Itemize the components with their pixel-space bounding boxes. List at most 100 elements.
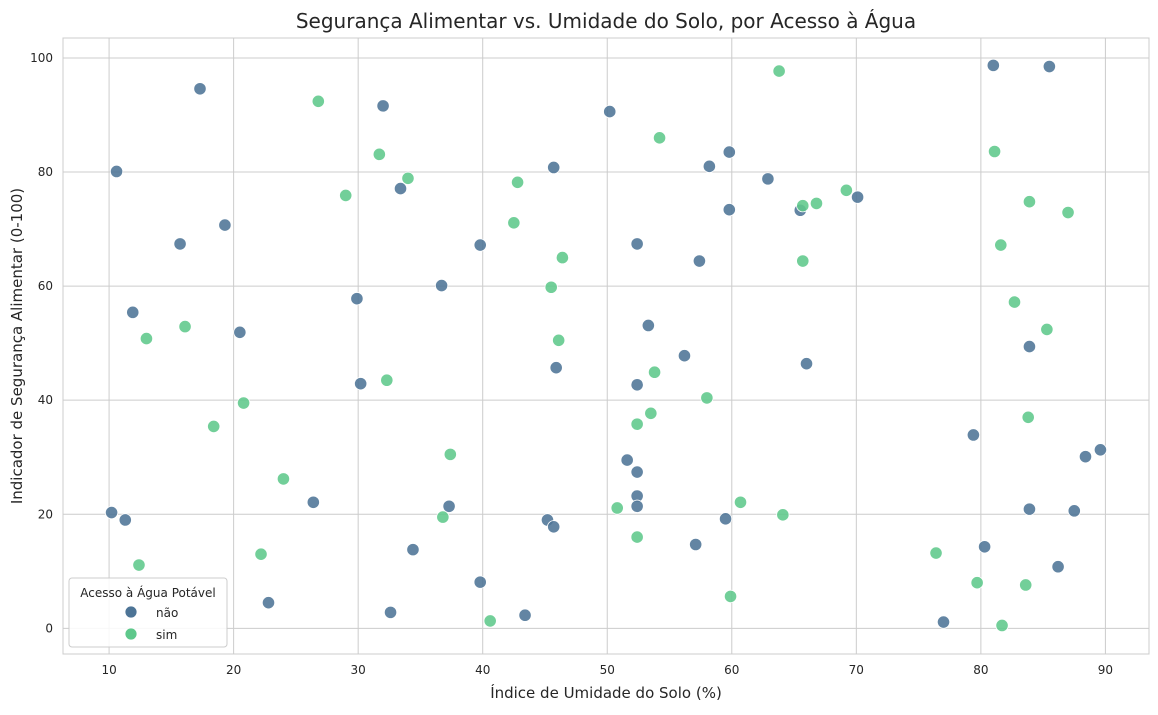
- data-point: [839, 183, 853, 197]
- grid: [63, 38, 1149, 654]
- data-point: [644, 406, 658, 420]
- data-point: [436, 510, 450, 524]
- data-point: [978, 540, 992, 554]
- data-point: [647, 365, 662, 379]
- data-point: [518, 608, 532, 622]
- data-point: [555, 250, 570, 265]
- data-point: [401, 171, 415, 185]
- data-point: [1022, 339, 1037, 354]
- data-point: [109, 164, 124, 179]
- x-tick-label: 10: [101, 663, 116, 677]
- data-point: [1051, 560, 1065, 574]
- data-point: [630, 378, 644, 392]
- data-point: [118, 513, 132, 527]
- data-point: [630, 417, 644, 431]
- data-point: [1021, 410, 1035, 424]
- data-point: [630, 465, 644, 479]
- data-point: [1022, 195, 1037, 209]
- data-point: [722, 145, 736, 159]
- data-point: [393, 181, 408, 196]
- data-point: [850, 190, 865, 204]
- data-point: [442, 499, 456, 513]
- data-point: [1022, 502, 1037, 516]
- data-point: [689, 537, 703, 552]
- data-point: [994, 238, 1008, 252]
- data-point: [276, 472, 291, 486]
- data-point: [966, 428, 980, 442]
- legend-box: [68, 577, 228, 648]
- data-point: [350, 292, 364, 306]
- legend-marker-nao: [124, 605, 138, 619]
- data-point: [970, 576, 984, 590]
- data-point: [372, 147, 386, 161]
- series-nao: [104, 58, 1108, 629]
- y-tick-label: 80: [38, 165, 53, 179]
- data-point: [139, 331, 154, 346]
- legend-marker-sim: [124, 627, 138, 641]
- points: [104, 58, 1108, 633]
- data-point: [987, 144, 1002, 159]
- data-point: [132, 558, 146, 572]
- x-tick-label: 90: [1098, 663, 1113, 677]
- data-point: [406, 543, 420, 557]
- data-point: [1067, 504, 1081, 518]
- data-point: [306, 495, 320, 509]
- data-point: [1093, 443, 1108, 457]
- data-point: [547, 520, 561, 534]
- data-point: [104, 505, 119, 520]
- data-point: [929, 546, 943, 560]
- data-point: [799, 357, 814, 371]
- data-point: [435, 278, 449, 293]
- data-point: [473, 238, 487, 252]
- data-point: [207, 419, 221, 434]
- data-point: [547, 160, 561, 175]
- data-point: [677, 349, 692, 363]
- y-tick-label: 100: [30, 51, 53, 65]
- data-point: [1042, 59, 1056, 74]
- data-point: [376, 99, 390, 113]
- y-tick-label: 0: [45, 621, 53, 635]
- data-point: [761, 172, 775, 186]
- data-point: [339, 188, 353, 203]
- data-point: [718, 512, 733, 526]
- data-point: [620, 453, 634, 467]
- data-point: [722, 203, 736, 217]
- data-point: [1061, 205, 1075, 220]
- data-point: [126, 305, 140, 319]
- data-point: [233, 325, 247, 339]
- data-point: [1040, 322, 1054, 337]
- y-tick-label: 40: [38, 393, 53, 407]
- data-point: [796, 199, 810, 213]
- data-point: [700, 391, 714, 405]
- data-point: [218, 218, 232, 232]
- data-point: [1019, 578, 1033, 592]
- data-point: [630, 530, 644, 544]
- x-tick-label: 60: [724, 663, 739, 677]
- data-point: [173, 237, 187, 251]
- data-point: [507, 216, 521, 230]
- data-point: [702, 159, 716, 173]
- data-point: [733, 495, 748, 509]
- data-point: [603, 104, 617, 119]
- data-point: [549, 361, 563, 375]
- data-point: [254, 547, 268, 561]
- series-sim: [132, 64, 1075, 633]
- data-point: [652, 131, 667, 145]
- y-axis-label: Indicador de Segurança Alimentar (0-100): [8, 188, 26, 504]
- data-point: [796, 254, 810, 268]
- x-axis-label: Índice de Umidade do Solo (%): [490, 683, 722, 702]
- tick-labels: 10 20 30 40 50 60 70 80 90 0 20 40 60 80 100: [30, 51, 1113, 677]
- data-point: [723, 589, 738, 603]
- data-point: [995, 618, 1009, 633]
- data-point: [776, 508, 790, 522]
- data-point: [1007, 295, 1022, 309]
- data-point: [380, 373, 394, 387]
- data-point: [630, 237, 644, 251]
- data-point: [610, 501, 624, 515]
- x-tick-label: 30: [351, 663, 366, 677]
- data-point: [809, 196, 824, 211]
- y-tick-label: 20: [38, 507, 53, 521]
- data-point: [552, 333, 566, 347]
- data-point: [483, 614, 497, 628]
